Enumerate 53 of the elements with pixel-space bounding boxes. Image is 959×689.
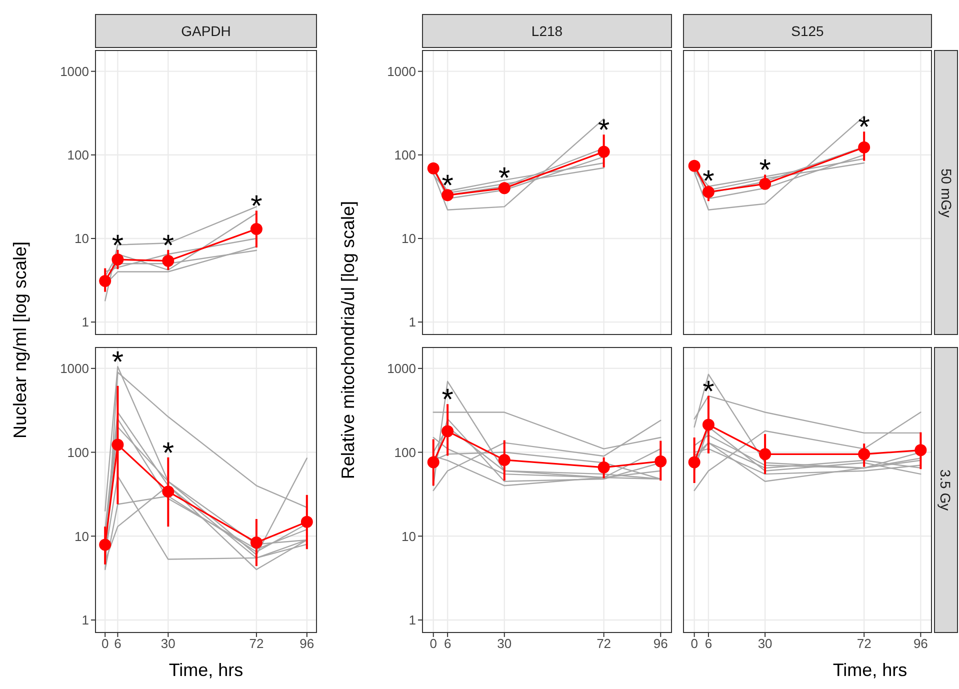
annotation: * (162, 229, 174, 262)
x-tick-label: 6 (704, 636, 712, 652)
x-tick-label: 0 (101, 636, 109, 652)
x-tick-label: 96 (653, 636, 668, 652)
y-tick-label: 100 (67, 444, 89, 460)
y-axis-title: Nuclear ng/ml [log scale] (10, 240, 31, 441)
y-tick-label: 10 (402, 528, 416, 544)
annotation: * (702, 375, 715, 408)
y-tick-label: 10 (402, 231, 416, 246)
y-tick-label: 1 (408, 612, 416, 628)
x-tick-label: 72 (856, 636, 872, 652)
annotation: * (759, 154, 772, 188)
chart-title: S125 (791, 23, 824, 39)
x-tick-label: 30 (160, 636, 176, 652)
y-tick-label: 100 (394, 148, 416, 163)
annotation: * (112, 229, 124, 262)
y-tick-label: 100 (67, 148, 89, 163)
x-axis-title: Time, hrs (168, 660, 244, 681)
x-tick-label: 72 (596, 636, 612, 652)
x-tick-label: 0 (690, 636, 698, 652)
annotation: * (442, 170, 454, 203)
y-tick-label: 1000 (387, 361, 416, 376)
y-tick-label: 1 (408, 314, 416, 330)
text: 50 mGy (938, 168, 954, 218)
y-tick-label: 10 (74, 231, 89, 246)
x-tick-label: 30 (758, 636, 772, 652)
annotation: * (498, 162, 511, 195)
annotation: * (702, 165, 715, 198)
annotation: * (250, 190, 263, 224)
y-tick-label: 10 (74, 528, 89, 544)
x-tick-label: 72 (249, 636, 264, 652)
x-tick-label: 6 (444, 636, 452, 652)
annotation: * (112, 346, 124, 380)
x-tick-label: 6 (114, 636, 122, 652)
x-tick-label: 96 (913, 636, 928, 652)
x-tick-label: 96 (300, 636, 314, 652)
chart-title: GAPDH (181, 23, 231, 39)
y-tick-label: 100 (394, 444, 416, 460)
chart-title: L218 (531, 23, 563, 39)
annotation: * (598, 114, 610, 148)
y-tick-label: 1000 (60, 361, 89, 376)
y-tick-label: 1000 (387, 64, 416, 79)
annotation: * (162, 436, 174, 470)
y-axis-title: Relative mitochondria/ul [log scale] (338, 200, 359, 482)
x-tick-label: 0 (430, 636, 437, 652)
x-axis-title: Time, hrs (832, 660, 908, 681)
annotation: * (858, 111, 870, 144)
y-tick-label: 1000 (60, 64, 89, 79)
text: 3.5 Gy (938, 469, 954, 511)
y-tick-label: 1 (82, 612, 89, 628)
annotation: * (442, 384, 454, 417)
x-tick-label: 30 (497, 636, 512, 652)
y-tick-label: 1 (82, 314, 89, 330)
